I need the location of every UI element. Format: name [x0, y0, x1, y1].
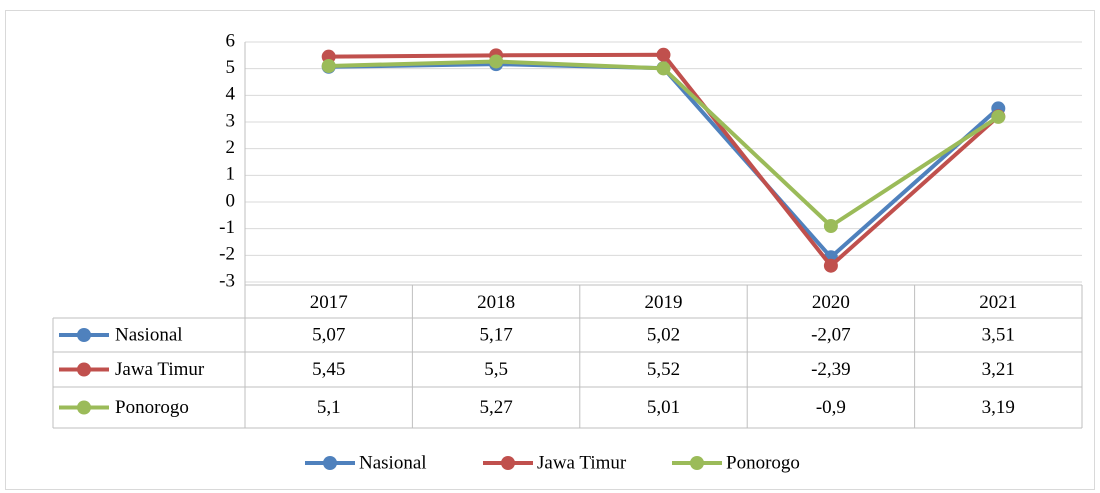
table-cell: 3,19: [982, 397, 1015, 418]
y-tick-label: 4: [226, 84, 236, 105]
data-point: [489, 54, 504, 69]
y-tick-label: -2: [219, 244, 235, 265]
table-cell: 3,51: [982, 324, 1015, 345]
x-tick-label: 2018: [477, 292, 515, 313]
table-cell: 5,02: [647, 324, 680, 345]
table-cell: 5,52: [647, 359, 680, 380]
y-tick-label: -3: [219, 270, 235, 291]
table-cell: 5,01: [647, 397, 680, 418]
y-tick-label: -1: [219, 217, 235, 238]
legend-marker: [501, 456, 515, 470]
data-point: [656, 61, 671, 76]
x-tick-label: 2019: [645, 292, 683, 313]
x-tick-label: 2017: [310, 292, 348, 313]
series-name: Nasional: [115, 324, 183, 345]
table-cell: -2,39: [811, 359, 851, 380]
legend-marker: [77, 362, 91, 377]
y-tick-label: 6: [226, 30, 236, 51]
data-point: [321, 59, 336, 73]
legend-label: Nasional: [359, 452, 427, 473]
series-name: Jawa Timur: [115, 359, 205, 380]
y-tick-label: 3: [226, 110, 236, 131]
table-cell: 5,5: [484, 359, 508, 380]
x-tick-label: 2020: [812, 292, 850, 313]
legend-label: Ponorogo: [726, 452, 800, 473]
table-cell: 5,1: [317, 397, 341, 418]
legend-marker: [323, 456, 337, 470]
y-tick-label: 5: [226, 57, 236, 78]
table-cell: 3,21: [982, 359, 1015, 380]
data-point: [991, 109, 1006, 124]
legend-marker: [690, 456, 704, 470]
legend-marker: [77, 328, 91, 342]
data-point: [656, 47, 671, 62]
x-tick-label: 2021: [979, 292, 1017, 313]
y-tick-label: 0: [226, 190, 236, 211]
table-cell: -2,07: [811, 324, 851, 345]
table-cell: 5,45: [312, 359, 345, 380]
data-point: [823, 219, 838, 233]
series-name: Ponorogo: [115, 397, 189, 418]
y-tick-label: 1: [226, 164, 236, 185]
table-cell: -0,9: [816, 397, 846, 418]
data-point: [823, 258, 838, 273]
table-cell: 5,17: [479, 324, 512, 345]
legend-label: Jawa Timur: [537, 452, 627, 473]
table-cell: 5,07: [312, 324, 345, 345]
y-tick-label: 2: [226, 137, 236, 158]
chart-border: [5, 10, 1095, 490]
table-cell: 5,27: [479, 397, 512, 418]
legend-marker: [77, 400, 91, 415]
